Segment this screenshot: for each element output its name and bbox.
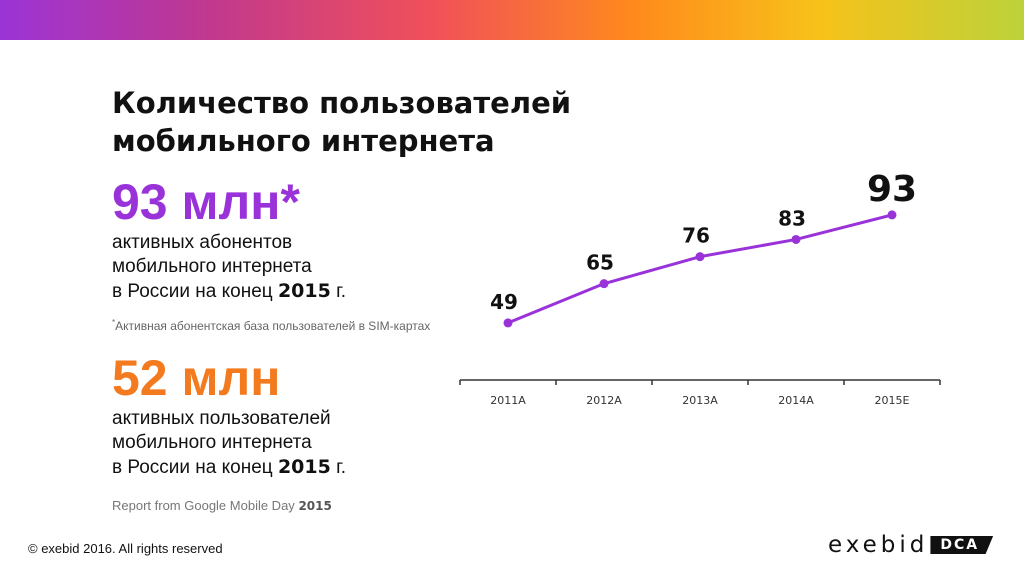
copyright-text: © exebid 2016. All rights reserved bbox=[28, 541, 223, 556]
data-point bbox=[503, 318, 513, 328]
stat1-line-1: активных абонентов bbox=[112, 232, 293, 253]
data-label: 65 bbox=[586, 251, 614, 275]
x-tick-label: 2014A bbox=[778, 394, 814, 407]
users-line-chart: 2011A 2012A 2013A 2014A 2015E 49 65 76 83 93 bbox=[459, 169, 941, 407]
x-tick-label: 2012A bbox=[586, 394, 622, 407]
logo-text: exebid bbox=[828, 532, 929, 558]
footnote-text: Активная абонентская база пользователей … bbox=[115, 319, 431, 333]
x-tick-label: 2013A bbox=[682, 394, 718, 407]
exebid-dca-logo: exebid DCA bbox=[828, 532, 994, 558]
stat2-line-3-suffix: г. bbox=[336, 457, 346, 478]
stat-users-value: 52 млн bbox=[112, 350, 281, 406]
data-point bbox=[695, 252, 705, 262]
data-point bbox=[599, 279, 609, 289]
stat1-line-3-prefix: в России на конец bbox=[112, 281, 273, 302]
page-title: Количество пользователей мобильного инте… bbox=[112, 84, 652, 160]
stat2-line-3-prefix: в России на конец bbox=[112, 457, 273, 478]
data-label: 49 bbox=[490, 290, 518, 314]
data-label: 93 bbox=[867, 169, 917, 210]
x-tick-label: 2011A bbox=[490, 394, 526, 407]
stat-subscribers-value: 93 млн* bbox=[112, 174, 300, 230]
data-label: 83 bbox=[778, 206, 806, 230]
data-point bbox=[887, 210, 897, 220]
logo-badge: DCA bbox=[930, 536, 994, 554]
source-note: Report from Google Mobile Day 2015 bbox=[112, 498, 332, 513]
stat1-year: 2015 bbox=[277, 280, 331, 302]
footnote-mark: * bbox=[112, 318, 116, 327]
stat2-line-2: мобильного интернета bbox=[112, 432, 312, 453]
stat2-line-1: активных пользователей bbox=[112, 408, 331, 429]
top-gradient-bar bbox=[0, 0, 1024, 40]
x-tick-label: 2015E bbox=[875, 394, 910, 407]
data-label: 76 bbox=[682, 224, 710, 248]
stat-users-description: активных пользователей мобильного интерн… bbox=[112, 407, 346, 480]
source-text: Report from Google Mobile Day bbox=[112, 498, 295, 513]
data-point bbox=[791, 234, 801, 244]
stat1-line-3-suffix: г. bbox=[336, 281, 346, 302]
stat-subscribers-description: активных абонентов мобильного интернета … bbox=[112, 231, 346, 304]
footnote: *Активная абонентская база пользователей… bbox=[112, 318, 430, 333]
title-line-2: мобильного интернета bbox=[112, 124, 495, 158]
stat1-line-2: мобильного интернета bbox=[112, 256, 312, 277]
source-year: 2015 bbox=[298, 499, 332, 513]
title-line-1: Количество пользователей bbox=[112, 86, 572, 120]
stat2-year: 2015 bbox=[277, 456, 331, 478]
